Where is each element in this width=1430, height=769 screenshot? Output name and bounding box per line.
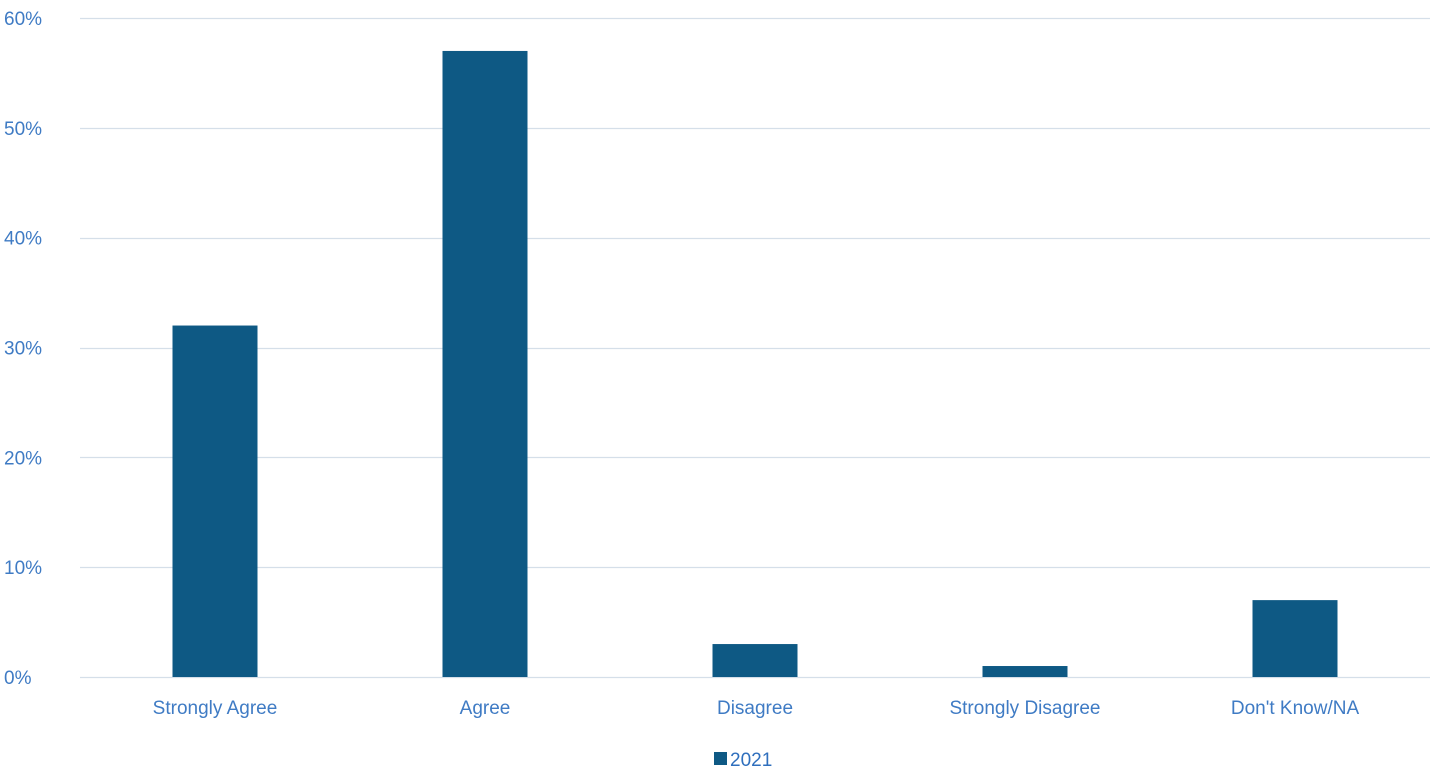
legend-swatch [714, 752, 727, 765]
x-axis-tick-labels: Strongly Agree Agree Disagree Strongly Disa… [153, 698, 1360, 719]
y-tick-label: 50% [4, 119, 42, 140]
bar [1252, 600, 1338, 677]
y-tick-label: 40% [4, 229, 42, 250]
legend: 2021 [714, 750, 772, 769]
y-tick-label: 30% [4, 339, 42, 360]
y-tick-label: 10% [4, 558, 42, 579]
x-tick-label: Don't Know/NA [1231, 698, 1360, 719]
bar [982, 666, 1068, 677]
legend-label: 2021 [730, 750, 772, 769]
y-tick-label: 60% [4, 9, 42, 30]
x-tick-label: Agree [460, 698, 511, 719]
bars [172, 50, 1338, 677]
x-tick-label: Strongly Agree [153, 698, 278, 719]
y-axis-tick-labels: 0% 10% 20% 30% 40% 50% 60% [4, 9, 42, 689]
bar [442, 50, 528, 677]
y-tick-label: 0% [4, 668, 32, 689]
x-tick-label: Disagree [717, 698, 793, 719]
bar [172, 325, 258, 677]
x-tick-label: Strongly Disagree [949, 698, 1100, 719]
y-tick-label: 20% [4, 448, 42, 469]
bar [712, 644, 798, 677]
gridlines [80, 17, 1430, 679]
